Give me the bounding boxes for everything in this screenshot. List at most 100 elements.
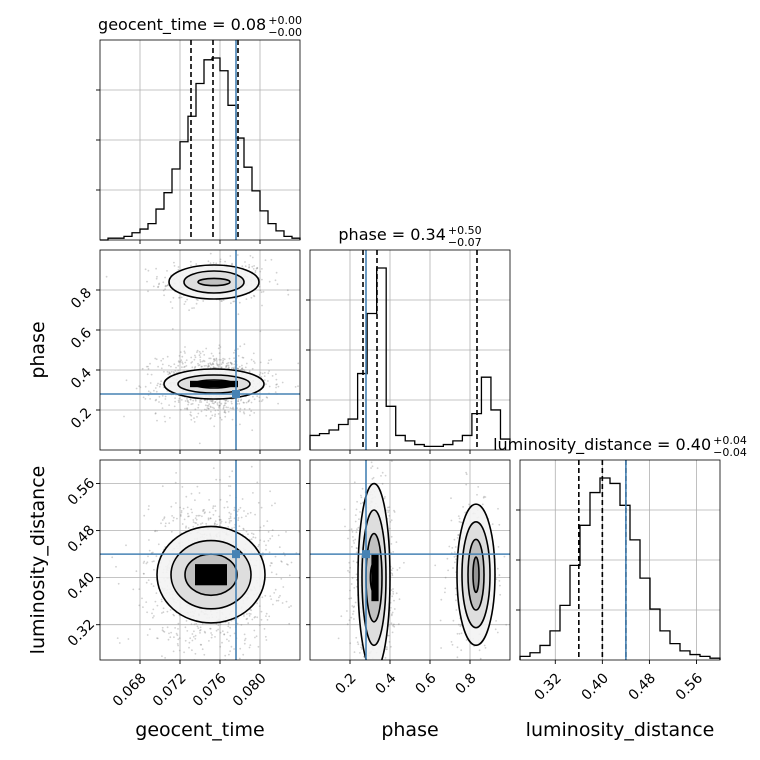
scatter-point [176, 643, 179, 645]
scatter-point [182, 507, 185, 510]
scatter-point [237, 519, 240, 521]
scatter-point [194, 356, 197, 359]
scatter-point [197, 406, 200, 409]
scatter-point [388, 641, 391, 643]
scatter-point [215, 478, 218, 481]
scatter-point [265, 615, 267, 617]
scatter-point [189, 398, 192, 401]
tick-label: 0.32 [65, 617, 98, 650]
scatter-point [457, 534, 460, 536]
scatter-point [510, 553, 512, 555]
scatter-point [192, 521, 195, 523]
scatter-point [157, 543, 160, 546]
scatter-point [212, 505, 215, 508]
scatter-point [254, 536, 257, 539]
scatter-point [142, 606, 144, 608]
scatter-point [197, 661, 199, 663]
title-upper-error: +0.50 [448, 224, 482, 237]
scatter-point [209, 627, 212, 630]
scatter-point [170, 370, 173, 373]
scatter-point [228, 665, 230, 667]
scatter-point [230, 362, 233, 365]
scatter-point [362, 501, 364, 504]
scatter-point [364, 453, 366, 455]
scatter-point [243, 633, 246, 636]
scatter-point [359, 502, 362, 505]
scatter-point [361, 487, 364, 490]
scatter-point [399, 663, 401, 665]
scatter-point [177, 628, 179, 630]
scatter-point [483, 644, 486, 647]
scatter-point [207, 408, 210, 410]
scatter-point [177, 364, 180, 367]
scatter-point [208, 403, 211, 406]
scatter-point [173, 636, 175, 639]
scatter-point [146, 611, 149, 614]
scatter-point [151, 612, 153, 615]
scatter-point [239, 647, 242, 650]
scatter-point [206, 404, 209, 407]
scatter-point [483, 495, 485, 498]
scatter-point [458, 520, 461, 523]
scatter-point [210, 406, 212, 409]
scatter-point [255, 267, 258, 270]
scatter-point [256, 602, 258, 605]
scatter-point [207, 365, 210, 368]
scatter-point [211, 400, 214, 403]
scatter-point [177, 266, 180, 268]
scatter-point [484, 496, 487, 498]
scatter-point [232, 408, 235, 410]
scatter-point [233, 526, 236, 529]
scatter-point [154, 357, 157, 360]
scatter-point [227, 406, 229, 409]
scatter-point [229, 515, 232, 518]
scatter-point [222, 359, 225, 362]
scatter-point [156, 275, 158, 278]
scatter-point [263, 371, 266, 374]
scatter-point [214, 359, 217, 362]
scatter-point [155, 555, 158, 558]
scatter-point [194, 408, 197, 411]
scatter-point [135, 387, 138, 390]
scatter-point [236, 403, 239, 405]
scatter-point [391, 567, 394, 570]
scatter-point [494, 628, 497, 631]
scatter-point [263, 540, 266, 543]
scatter-point [145, 581, 148, 584]
scatter-point [227, 400, 229, 403]
scatter-point [230, 645, 233, 648]
density-peak [371, 554, 379, 602]
scatter-point [370, 707, 372, 709]
scatter-point [381, 482, 384, 485]
scatter-point [218, 344, 221, 347]
scatter-point [169, 636, 172, 639]
scatter-point [196, 485, 199, 488]
scatter-point [238, 657, 241, 660]
scatter-point [498, 580, 501, 582]
scatter-point [214, 522, 216, 525]
scatter-point [200, 523, 202, 525]
scatter-point [274, 279, 277, 282]
scatter-point [213, 366, 216, 369]
scatter-point [446, 557, 449, 560]
scatter-point [183, 366, 186, 368]
scatter-point [194, 399, 197, 402]
scatter-point [285, 531, 287, 533]
scatter-point [220, 520, 223, 523]
scatter-point [170, 631, 173, 634]
scatter-point [218, 358, 221, 361]
scatter-point [224, 411, 227, 414]
scatter-point [253, 265, 256, 267]
scatter-point [458, 517, 461, 520]
scatter-point [397, 623, 400, 626]
scatter-point [189, 411, 192, 414]
scatter-point [164, 395, 167, 398]
scatter-point [373, 678, 375, 680]
scatter-point [233, 351, 235, 354]
scatter-point [154, 530, 156, 533]
scatter-point [355, 531, 358, 534]
scatter-point [465, 473, 468, 476]
scatter-point [191, 639, 194, 642]
scatter-point [170, 530, 173, 533]
scatter-point [259, 361, 262, 364]
